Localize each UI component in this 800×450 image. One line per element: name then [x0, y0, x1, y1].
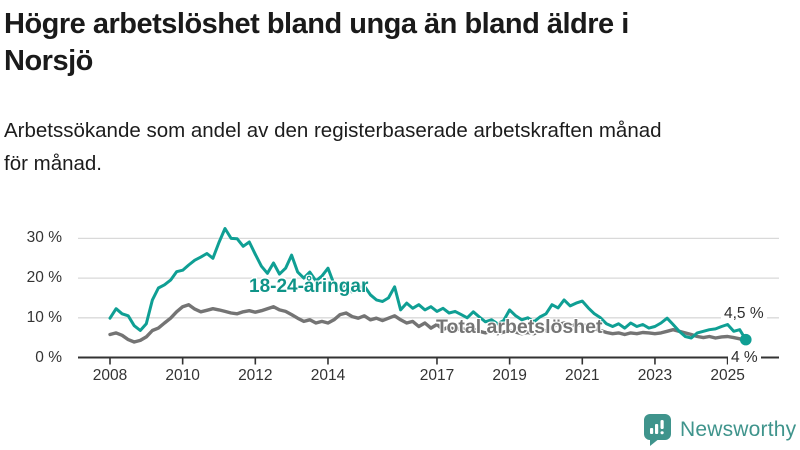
x-tick-label: 2017: [419, 367, 455, 384]
page-title: Högre arbetslöshet bland unga än bland ä…: [4, 6, 774, 80]
y-tick-label: 0 %: [35, 348, 62, 366]
x-tick-label: 2012: [238, 367, 273, 384]
x-tick-label: 2019: [492, 367, 527, 384]
y-tick-label: 20 %: [26, 269, 62, 287]
x-tick-label: 2014: [310, 367, 346, 384]
subtitle-line-2: för månad.: [4, 152, 102, 175]
title-line-1: Högre arbetslöshet bland unga än bland ä…: [4, 8, 629, 40]
y-tick-label: 10 %: [26, 308, 62, 326]
x-tick-label: 2010: [165, 367, 200, 384]
end-value-label-young: 4,5 %: [721, 305, 767, 322]
chart-subtitle: Arbetssökande som andel av den registerb…: [4, 114, 794, 180]
x-tick-label: 2025: [710, 367, 745, 384]
end-value-label-total: 4 %: [728, 349, 761, 366]
x-tick-label: 2008: [92, 367, 128, 384]
y-tick-label: 30 %: [26, 229, 62, 247]
gridlines: [78, 237, 779, 319]
title-line-2: Norsjö: [4, 45, 93, 77]
newsworthy-bubble-icon: [644, 414, 671, 446]
x-axis: [78, 356, 779, 365]
newsworthy-logo-text: Newsworthy: [680, 417, 797, 441]
series-label-young: 18-24-åringar: [249, 276, 369, 297]
series-label-total: Total arbetslöshet: [436, 316, 603, 338]
x-tick-label: 2023: [637, 367, 673, 384]
newsworthy-logo[interactable]: Newsworthy: [643, 413, 796, 446]
x-tick-label: 2021: [565, 367, 600, 384]
subtitle-line-1: Arbetssökande som andel av den registerb…: [4, 119, 662, 142]
data-series-lines: [108, 227, 752, 346]
